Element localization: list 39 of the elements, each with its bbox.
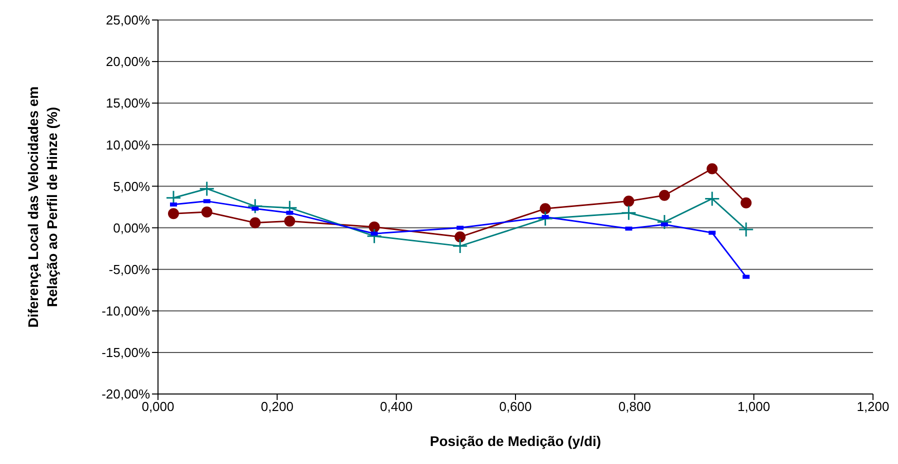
x-tick-label: 0,200 [260,399,294,414]
point [199,180,215,196]
x-axis-title: Posição de Medição (y/di) [430,433,602,449]
x-tick-label: 0,000 [142,399,174,414]
x-tick-label: 1,000 [738,399,770,414]
point [740,197,752,208]
y-tick-label: 0,00% [113,220,150,236]
y-tick-label: 10,00% [106,137,150,152]
y-tick-label: -15,00% [102,345,150,360]
point [704,190,720,206]
y-tick-label: -10,00% [102,304,150,319]
point [620,205,636,221]
point [656,214,672,230]
y-axis-title: Diferença Local das Velocidades em Relação ao Perfil de Hinze (%) [25,86,60,328]
x-tick-label: 0,800 [618,399,651,414]
x-tick-label: 1,200 [856,399,890,414]
y-tick-label: -20,00% [102,386,150,402]
x-tick-label: 0,400 [380,399,413,414]
point [623,196,634,207]
y-tick-label: 5,00% [113,178,150,194]
y-tick-label: 25,00% [106,12,150,28]
point [366,228,382,244]
point [168,208,179,220]
point [540,203,551,214]
point [538,210,554,226]
point [284,216,296,227]
y-tick-label: -5,00% [108,262,150,277]
point [658,190,670,201]
point [250,217,261,228]
point [368,221,380,232]
y-tick-label: 20,00% [106,54,150,70]
y-tick-label: 15,00% [106,96,150,111]
point [738,222,754,238]
point [247,198,263,214]
point [454,231,466,242]
point [706,163,718,174]
point [452,238,468,254]
x-tick-label: 0,600 [499,399,532,414]
point [201,206,212,218]
